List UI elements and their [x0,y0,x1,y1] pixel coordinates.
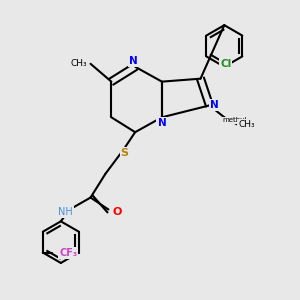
Text: S: S [121,148,129,158]
Text: methyl: methyl [223,117,247,123]
Text: CF₃: CF₃ [59,248,77,257]
Text: Cl: Cl [220,59,231,69]
Text: N: N [158,118,166,128]
Text: NH: NH [58,207,73,218]
Text: N: N [129,56,138,66]
Text: N: N [210,100,219,110]
Text: CH₃: CH₃ [238,120,255,129]
Text: CH₃: CH₃ [70,59,87,68]
Text: O: O [112,207,122,218]
